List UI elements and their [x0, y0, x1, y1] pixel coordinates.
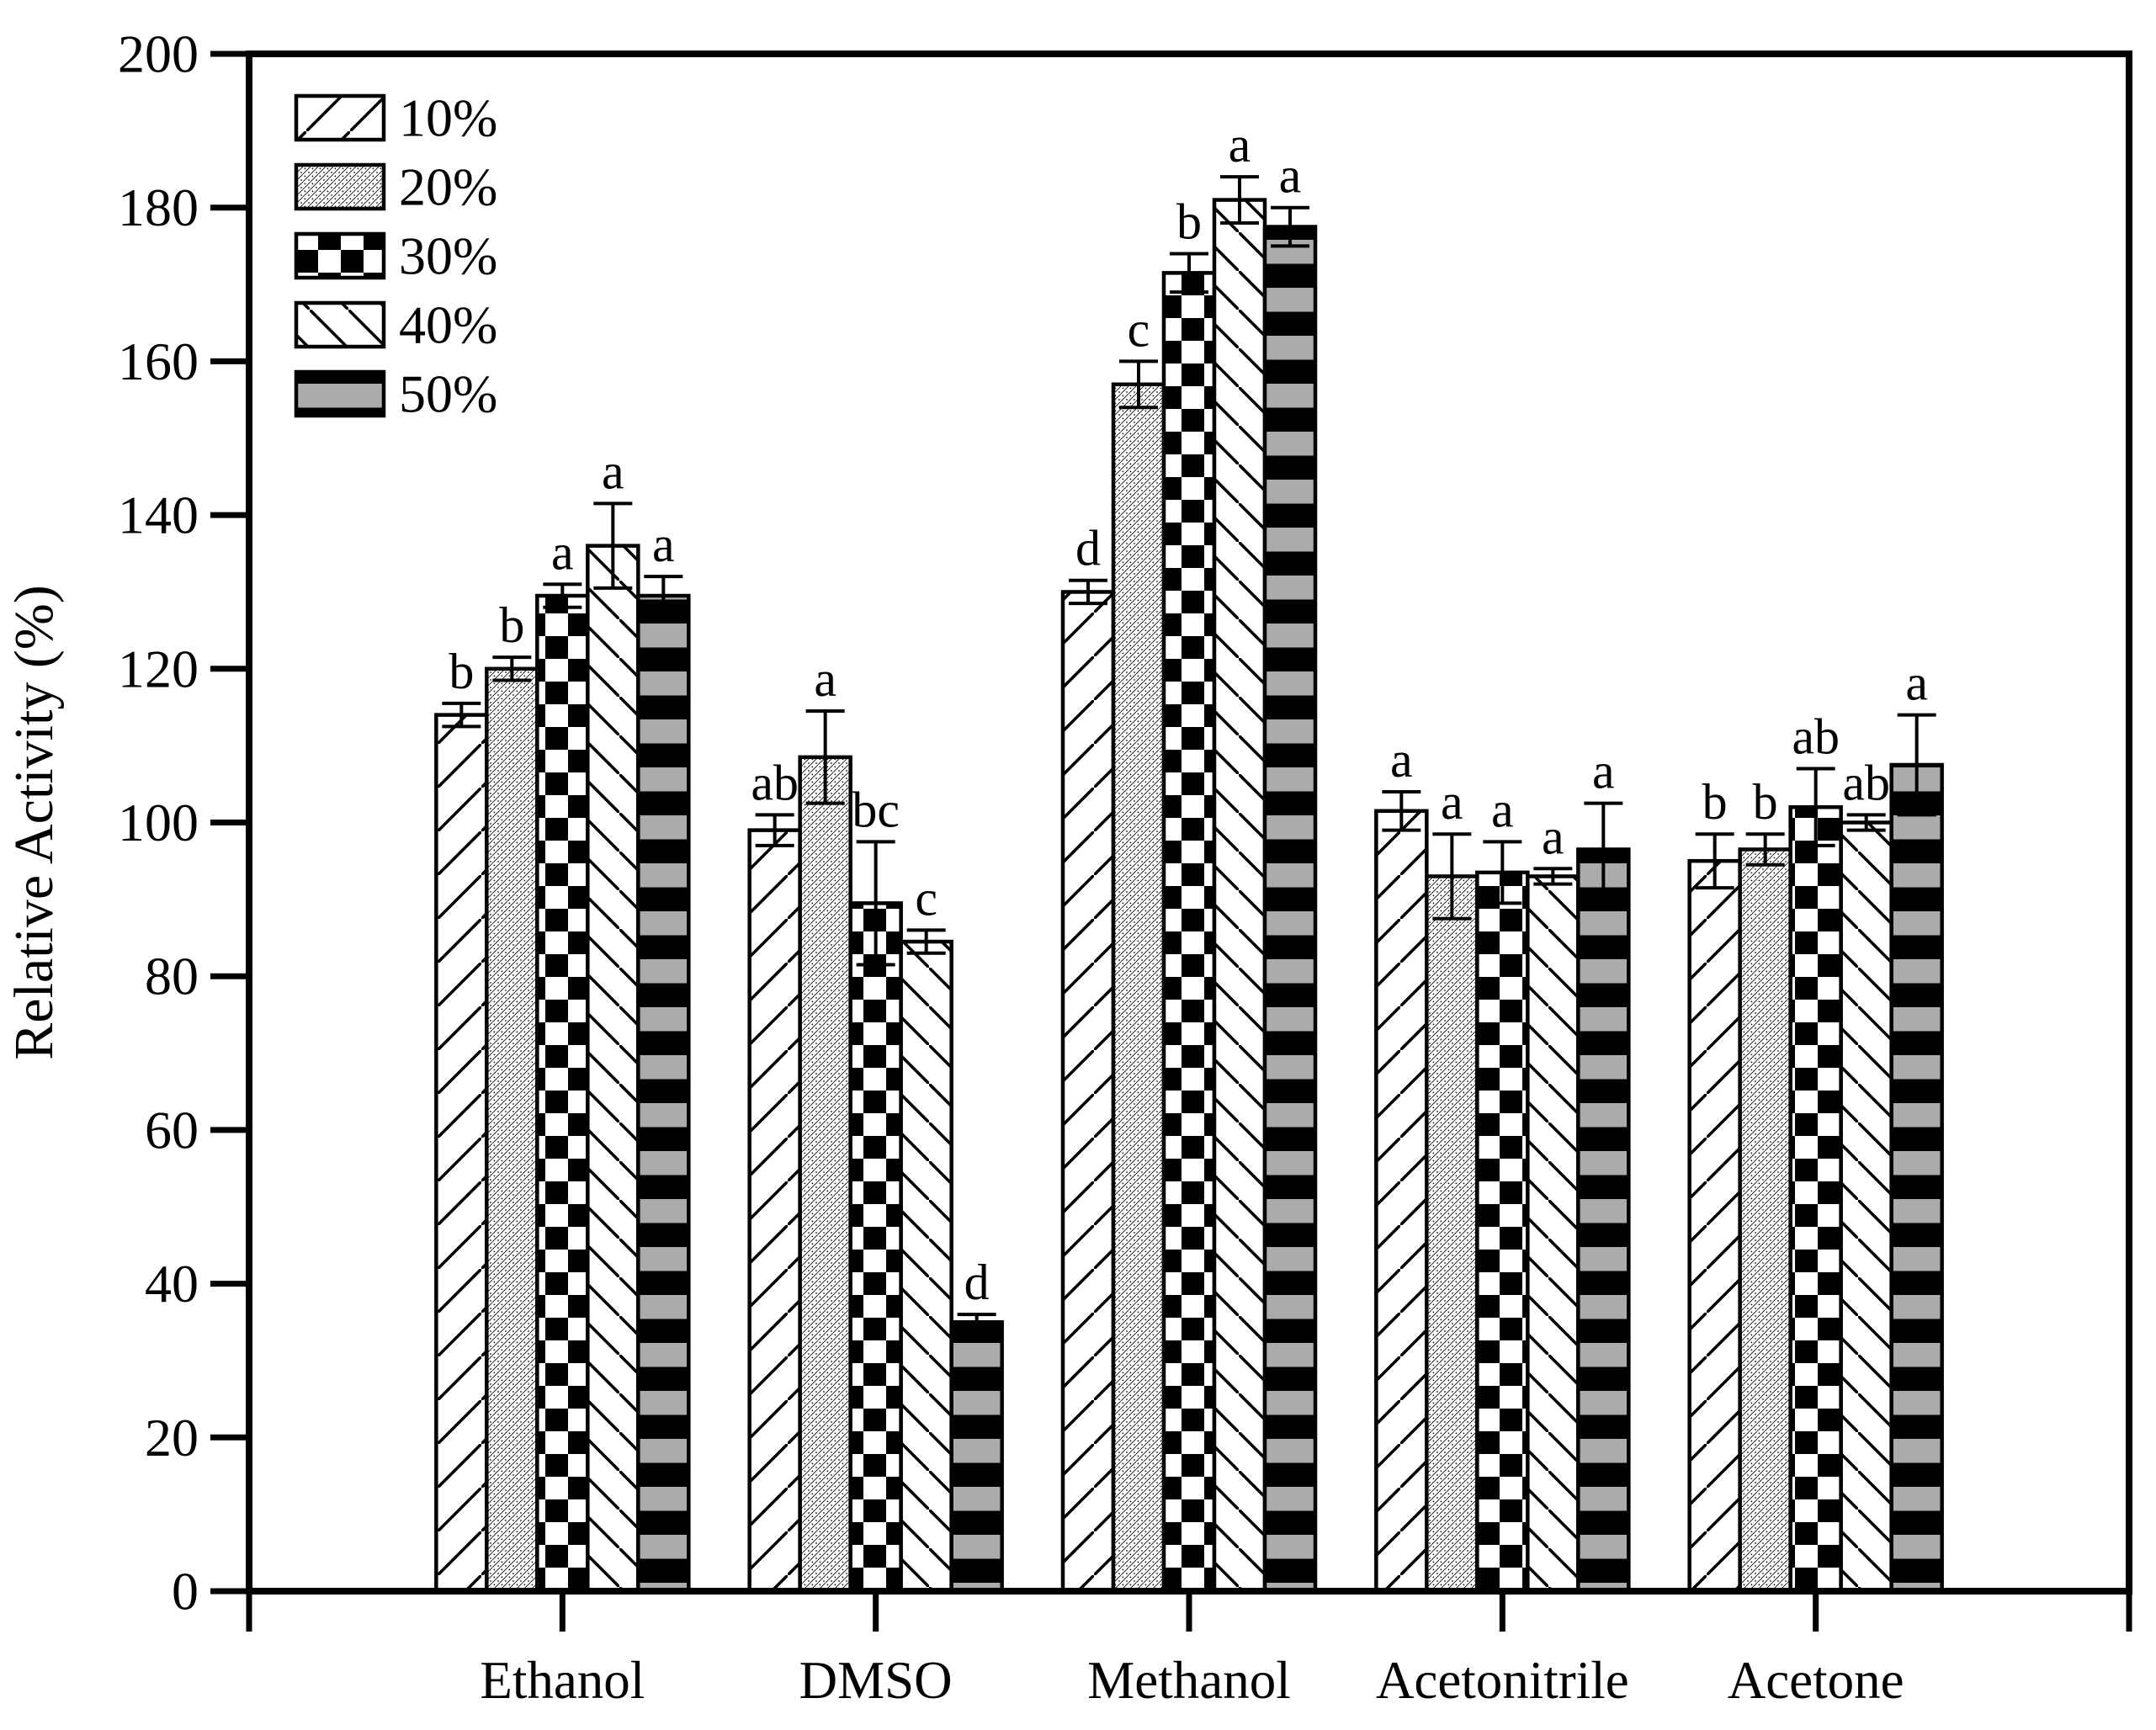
- legend-swatch-20pct: [294, 162, 386, 211]
- bar-ethanol-40pct: [586, 544, 640, 1594]
- sig-letter-acetonitrile-50pct: a: [1592, 744, 1615, 799]
- legend-label-10pct: 10%: [399, 88, 497, 148]
- sig-letter-dmso-50pct: d: [964, 1255, 990, 1310]
- bar-dmso-20pct: [798, 755, 852, 1594]
- legend-label-50pct: 50%: [399, 364, 497, 424]
- bar-dmso-10pct: [747, 828, 802, 1594]
- sig-letter-ethanol-10pct: b: [449, 644, 474, 699]
- legend-label-40pct: 40%: [399, 295, 497, 355]
- sig-letter-ethanol-30pct: a: [551, 524, 574, 580]
- bar-methanol-30pct: [1161, 271, 1217, 1594]
- sig-letter-methanol-20pct: c: [1128, 301, 1150, 357]
- bar-acetone-20pct: [1738, 847, 1792, 1594]
- y-tick-label-60: 60: [145, 1100, 199, 1160]
- x-category-label-dmso: DMSO: [799, 1651, 953, 1710]
- y-tick-label-160: 160: [118, 332, 199, 391]
- y-tick-label-120: 120: [118, 639, 199, 698]
- legend-swatch-10pct: [294, 93, 386, 142]
- legend-label-30pct: 30%: [399, 226, 497, 286]
- bar-methanol-40pct: [1212, 198, 1267, 1594]
- bar-acetonitrile-10pct: [1374, 809, 1429, 1594]
- sig-letter-acetonitrile-40pct: a: [1542, 809, 1564, 864]
- sig-letter-acetone-30pct: ab: [1792, 709, 1840, 765]
- bar-methanol-20pct: [1111, 382, 1166, 1594]
- sig-letter-acetonitrile-10pct: a: [1390, 732, 1413, 788]
- bar-ethanol-20pct: [485, 666, 539, 1594]
- bar-acetonitrile-20pct: [1425, 874, 1479, 1594]
- legend-label-20pct: 20%: [399, 157, 497, 217]
- sig-letter-dmso-30pct: bc: [852, 782, 900, 837]
- bar-acetone-50pct: [1889, 762, 1944, 1594]
- sig-letter-acetone-10pct: b: [1702, 774, 1728, 830]
- bar-acetone-10pct: [1687, 858, 1742, 1594]
- sig-letter-dmso-10pct: ab: [751, 755, 799, 810]
- sig-letter-ethanol-50pct: a: [652, 517, 675, 572]
- sig-letter-methanol-10pct: d: [1075, 521, 1101, 576]
- bar-ethanol-50pct: [636, 593, 691, 1594]
- legend-swatch-40pct: [294, 300, 386, 349]
- bar-dmso-40pct: [899, 939, 953, 1594]
- bar-dmso-50pct: [949, 1320, 1004, 1594]
- sig-letter-acetone-40pct: ab: [1842, 755, 1890, 810]
- sig-letter-acetone-20pct: b: [1753, 774, 1778, 830]
- sig-letter-ethanol-20pct: b: [499, 597, 524, 653]
- bar-acetone-40pct: [1839, 820, 1893, 1594]
- sig-letter-acetone-50pct: a: [1905, 655, 1928, 711]
- bar-acetonitrile-40pct: [1526, 874, 1580, 1594]
- y-tick-label-40: 40: [145, 1254, 199, 1313]
- sig-letter-ethanol-40pct: a: [602, 443, 624, 499]
- sig-letter-acetonitrile-30pct: a: [1491, 782, 1514, 837]
- bar-methanol-10pct: [1060, 590, 1116, 1594]
- y-axis-title: Relative Activity (%): [3, 585, 65, 1060]
- sig-letter-dmso-40pct: c: [915, 870, 937, 926]
- y-tick-label-80: 80: [145, 947, 199, 1006]
- sig-letter-acetonitrile-20pct: a: [1441, 774, 1463, 830]
- bar-ethanol-10pct: [434, 713, 489, 1594]
- bar-acetone-30pct: [1788, 804, 1843, 1594]
- sig-letter-methanol-40pct: a: [1229, 117, 1251, 172]
- bar-acetonitrile-50pct: [1576, 847, 1631, 1594]
- x-category-label-acetone: Acetone: [1728, 1651, 1904, 1710]
- sig-letter-methanol-50pct: a: [1279, 148, 1302, 204]
- legend-swatch-30pct: [294, 231, 386, 280]
- bar-acetonitrile-30pct: [1475, 870, 1530, 1594]
- sig-letter-dmso-20pct: a: [814, 651, 836, 707]
- x-category-label-methanol: Methanol: [1087, 1651, 1290, 1710]
- legend-swatch-50pct: [294, 369, 386, 418]
- y-tick-label-140: 140: [118, 486, 199, 545]
- plot-frame: [246, 50, 2132, 1595]
- bar-dmso-30pct: [848, 901, 903, 1594]
- y-tick-label-100: 100: [118, 793, 199, 852]
- x-category-label-ethanol: Ethanol: [480, 1651, 645, 1710]
- x-category-label-acetonitrile: Acetonitrile: [1376, 1651, 1629, 1710]
- y-tick-label-180: 180: [118, 178, 199, 237]
- bar-methanol-50pct: [1262, 225, 1318, 1594]
- bar-ethanol-30pct: [535, 593, 590, 1594]
- y-tick-label-200: 200: [118, 24, 199, 84]
- y-tick-label-20: 20: [145, 1408, 199, 1467]
- y-tick-label-0: 0: [172, 1562, 199, 1621]
- sig-letter-methanol-30pct: b: [1176, 194, 1202, 250]
